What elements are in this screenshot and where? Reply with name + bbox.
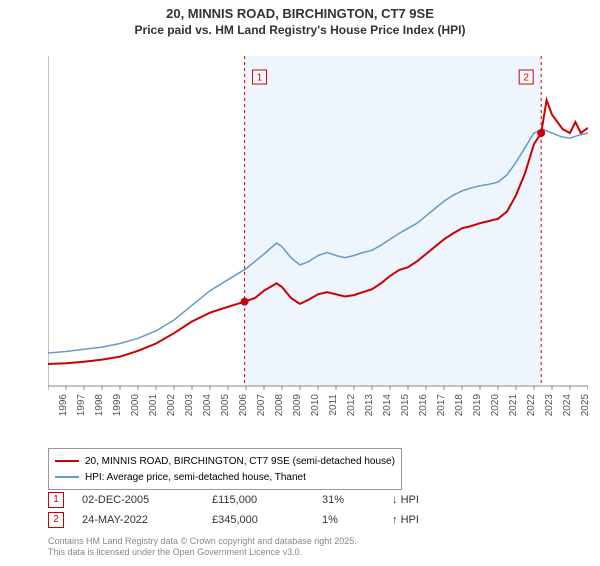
- transactions-table: 1 02-DEC-2005 £115,000 31% ↓ HPI 2 24-MA…: [48, 490, 442, 530]
- svg-text:2024: 2024: [562, 394, 573, 417]
- legend: 20, MINNIS ROAD, BIRCHINGTON, CT7 9SE (s…: [48, 448, 402, 490]
- svg-text:2004: 2004: [202, 394, 213, 417]
- svg-text:2020: 2020: [490, 394, 501, 417]
- svg-text:2023: 2023: [544, 394, 555, 417]
- svg-text:2018: 2018: [454, 394, 465, 417]
- transaction-pct: 1%: [322, 514, 392, 526]
- svg-text:2008: 2008: [274, 394, 285, 417]
- legend-label: 20, MINNIS ROAD, BIRCHINGTON, CT7 9SE (s…: [85, 456, 395, 467]
- svg-text:2017: 2017: [436, 394, 447, 417]
- chart-svg: £0£50K£100K£150K£200K£250K£300K£350K£400…: [48, 56, 588, 446]
- footnote-line: Contains HM Land Registry data © Crown c…: [48, 536, 357, 547]
- legend-item: 20, MINNIS ROAD, BIRCHINGTON, CT7 9SE (s…: [55, 453, 395, 469]
- svg-text:2001: 2001: [148, 394, 159, 417]
- svg-text:2015: 2015: [400, 394, 411, 417]
- chart-title-sub: Price paid vs. HM Land Registry's House …: [0, 23, 600, 37]
- svg-text:1996: 1996: [58, 394, 69, 417]
- svg-text:1995: 1995: [48, 394, 51, 417]
- svg-text:1999: 1999: [112, 394, 123, 417]
- svg-text:2021: 2021: [508, 394, 519, 417]
- svg-text:2000: 2000: [130, 394, 141, 417]
- svg-text:2011: 2011: [328, 394, 339, 416]
- svg-text:2005: 2005: [220, 394, 231, 417]
- svg-text:2016: 2016: [418, 394, 429, 417]
- svg-text:2010: 2010: [310, 394, 321, 417]
- chart-plot-area: £0£50K£100K£150K£200K£250K£300K£350K£400…: [48, 56, 588, 416]
- footnote-line: This data is licensed under the Open Gov…: [48, 547, 357, 558]
- transaction-marker-badge: 1: [48, 492, 64, 508]
- svg-text:2022: 2022: [526, 394, 537, 417]
- transaction-price: £345,000: [212, 514, 322, 526]
- table-row: 1 02-DEC-2005 £115,000 31% ↓ HPI: [48, 490, 442, 510]
- transaction-date: 24-MAY-2022: [82, 514, 212, 526]
- svg-text:1998: 1998: [94, 394, 105, 417]
- svg-text:2012: 2012: [346, 394, 357, 417]
- transaction-price: £115,000: [212, 494, 322, 506]
- svg-text:2: 2: [523, 73, 529, 84]
- legend-label: HPI: Average price, semi-detached house,…: [85, 472, 306, 483]
- svg-text:2007: 2007: [256, 394, 267, 417]
- transaction-pct: 31%: [322, 494, 392, 506]
- svg-text:2003: 2003: [184, 394, 195, 417]
- chart-container: 20, MINNIS ROAD, BIRCHINGTON, CT7 9SE Pr…: [0, 6, 600, 566]
- svg-text:1997: 1997: [76, 394, 87, 417]
- footnote: Contains HM Land Registry data © Crown c…: [48, 536, 357, 558]
- svg-text:2025: 2025: [580, 394, 588, 417]
- svg-text:2019: 2019: [472, 394, 483, 417]
- svg-text:1: 1: [257, 73, 263, 84]
- transaction-marker-badge: 2: [48, 512, 64, 528]
- legend-swatch: [55, 460, 79, 462]
- svg-text:2009: 2009: [292, 394, 303, 417]
- svg-text:2014: 2014: [382, 394, 393, 417]
- transaction-arrow-icon: ↓ HPI: [392, 494, 442, 506]
- svg-text:2006: 2006: [238, 394, 249, 417]
- svg-text:2013: 2013: [364, 394, 375, 417]
- transaction-date: 02-DEC-2005: [82, 494, 212, 506]
- chart-title-main: 20, MINNIS ROAD, BIRCHINGTON, CT7 9SE: [0, 6, 600, 21]
- table-row: 2 24-MAY-2022 £345,000 1% ↑ HPI: [48, 510, 442, 530]
- legend-swatch: [55, 476, 79, 478]
- transaction-arrow-icon: ↑ HPI: [392, 514, 442, 526]
- legend-item: HPI: Average price, semi-detached house,…: [55, 469, 395, 485]
- svg-text:2002: 2002: [166, 394, 177, 417]
